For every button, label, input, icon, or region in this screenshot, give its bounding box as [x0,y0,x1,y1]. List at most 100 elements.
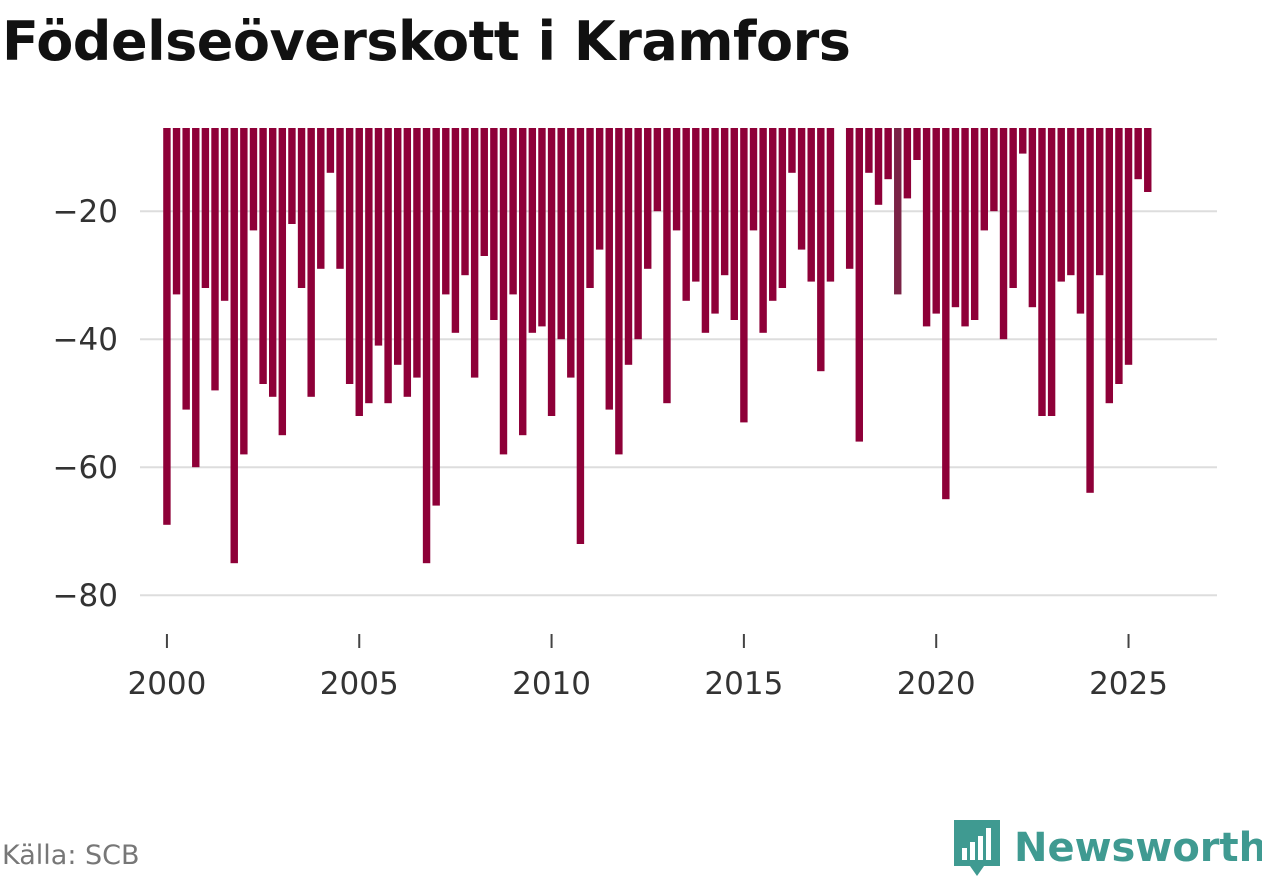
bar [307,128,315,397]
x-axis: 2000 2005 2010 2015 2020 2025 [127,634,1168,702]
bar [961,128,969,327]
bar [730,128,738,320]
bar [913,128,921,160]
y-tick-label: −40 [53,322,118,358]
bar [653,128,662,212]
bar [865,128,873,173]
bar [1134,128,1142,180]
bar [740,128,748,423]
bar [759,128,767,333]
bar [826,128,835,282]
bar [268,128,277,397]
newsworthy-logo-text: Newsworthy [1014,825,1262,871]
bar [547,128,556,416]
bar [1115,128,1123,384]
bar [557,128,565,340]
bar [220,128,229,301]
bar [894,128,902,295]
bar [1047,128,1056,416]
y-tick-label: −60 [53,450,118,486]
x-tick-label: 2005 [320,666,399,702]
bar [1144,128,1152,192]
bar [788,128,796,173]
bar [422,128,431,564]
bar [845,128,854,269]
bar [797,128,806,250]
bar [538,128,546,327]
bar [644,128,652,269]
x-tick-label: 2025 [1089,666,1168,702]
bar [519,128,527,436]
bar [528,128,537,333]
bar [884,128,892,180]
bar [701,128,710,333]
bar [567,128,575,378]
bar [1124,128,1133,365]
bar [720,128,729,276]
bar [384,128,392,404]
bar [317,128,325,269]
bar [778,128,787,288]
x-tick-label: 2015 [704,666,783,702]
x-tick-label: 2000 [127,666,206,702]
y-tick-label: −20 [53,194,118,230]
bar [278,128,287,436]
bar [990,128,998,212]
bar [634,128,642,340]
bar [365,128,373,404]
bar [932,128,940,314]
bar [1057,128,1065,282]
bar [403,128,412,397]
bar [480,128,488,256]
bar [1028,128,1037,308]
bar [624,128,633,365]
newsworthy-logo-icon [954,820,1000,876]
bar [230,128,238,564]
bar [999,128,1008,340]
bar [355,128,363,416]
bar [490,128,498,320]
bar [432,128,440,506]
bar [249,128,258,231]
newsworthy-logo: Newsworthy [952,818,1262,878]
y-axis: −20 −40 −60 −80 [53,194,118,614]
bar [749,128,758,231]
bar [192,128,200,468]
bar [509,128,517,295]
bar [970,128,979,320]
bar [855,128,863,442]
x-tick-label: 2010 [512,666,591,702]
bar [461,128,469,276]
bar [951,128,960,308]
bar [615,128,623,455]
bar [1086,128,1094,493]
bar [470,128,479,378]
bar [817,128,825,372]
bar [211,128,219,391]
bar [1095,128,1104,276]
bar [374,128,383,346]
bar [769,128,777,301]
bar [1076,128,1085,314]
bar [874,128,883,205]
bar [1067,128,1075,276]
bar [336,128,344,269]
bar [586,128,594,288]
bar [807,128,815,282]
bar [595,128,604,250]
bar [942,128,950,500]
bar [692,128,700,282]
bar [1019,128,1027,154]
bar [922,128,931,327]
bar [682,128,690,301]
bar [1105,128,1114,404]
bar [499,128,508,455]
bar [711,128,719,314]
bar [903,128,912,199]
bar [201,128,210,288]
bar [172,128,181,295]
bar [672,128,681,231]
bar [413,128,421,378]
bar [980,128,988,231]
